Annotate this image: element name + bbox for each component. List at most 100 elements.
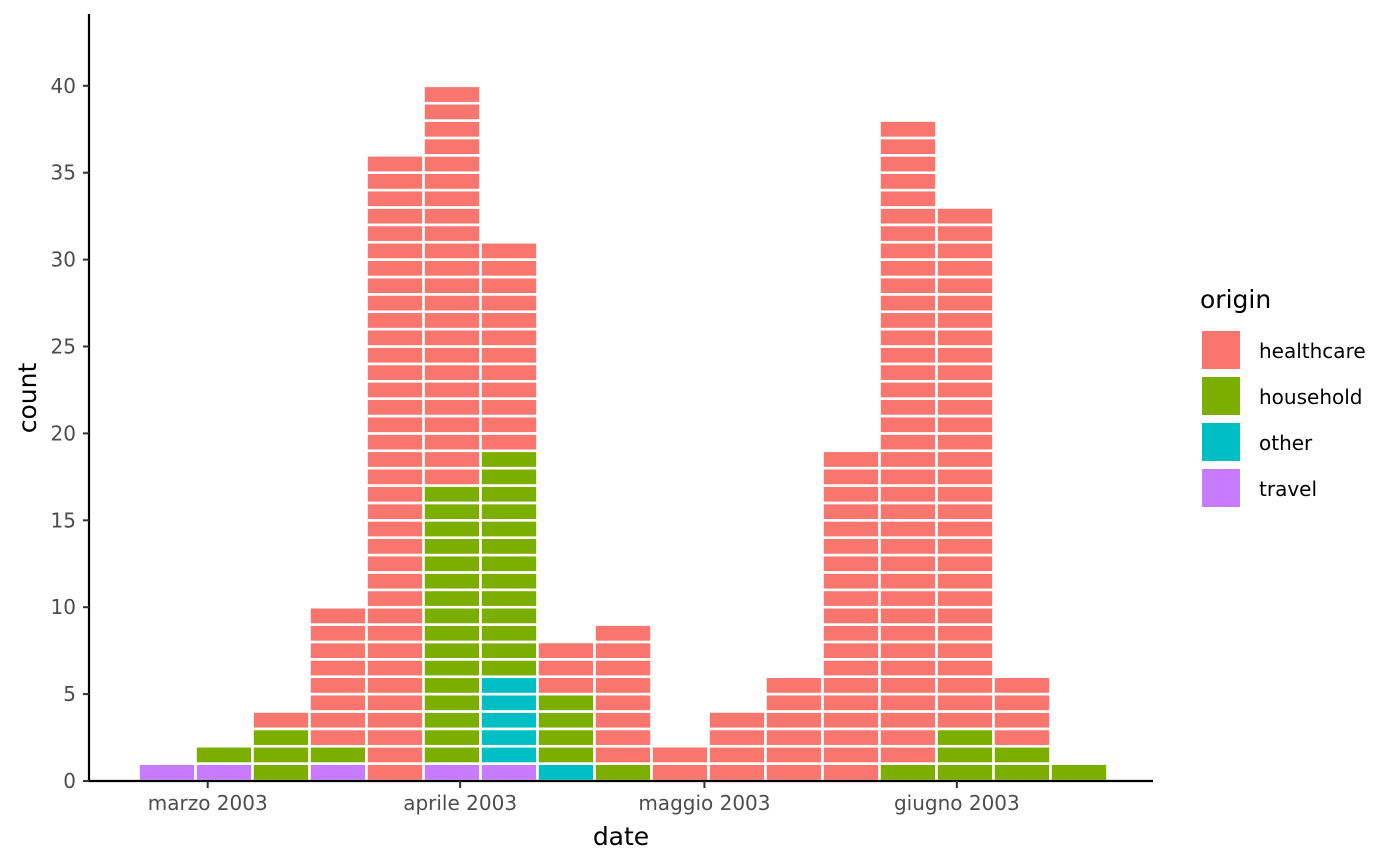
bar-block-healthcare xyxy=(422,362,482,383)
bar-block-healthcare xyxy=(821,710,881,731)
x-tick-label: maggio 2003 xyxy=(638,791,770,815)
bar-block-other xyxy=(479,710,539,731)
bar-block-healthcare xyxy=(479,414,539,435)
bar-block-healthcare xyxy=(935,379,995,400)
bar-block-household xyxy=(422,710,482,731)
bar-block-healthcare xyxy=(593,744,653,765)
bar-block-household xyxy=(536,710,596,731)
bar-block-healthcare xyxy=(422,223,482,244)
bar-block-healthcare xyxy=(764,727,824,748)
bar-block-healthcare xyxy=(878,154,938,175)
bar-block-healthcare xyxy=(878,188,938,209)
y-axis-title: count xyxy=(13,363,42,434)
bar-block-healthcare xyxy=(479,293,539,314)
bar-block-healthcare xyxy=(821,536,881,557)
bar-block-healthcare xyxy=(878,136,938,157)
bar-block-healthcare xyxy=(935,675,995,696)
bar-block-household xyxy=(422,605,482,626)
bar-block-healthcare xyxy=(365,640,425,661)
y-tick-label: 40 xyxy=(51,74,76,98)
bar-block-household xyxy=(479,518,539,539)
bar-block-household xyxy=(422,692,482,713)
bar-block-household xyxy=(479,536,539,557)
bar-block-healthcare xyxy=(593,710,653,731)
bar-block-healthcare xyxy=(422,119,482,140)
bar-block-healthcare xyxy=(935,466,995,487)
x-tick-label: giugno 2003 xyxy=(894,791,1020,815)
bar-block-healthcare xyxy=(308,692,368,713)
bar-block-healthcare xyxy=(878,171,938,192)
bar-block-healthcare xyxy=(935,275,995,296)
bar-block-healthcare xyxy=(878,484,938,505)
bar-block-healthcare xyxy=(251,710,311,731)
bar-block-healthcare xyxy=(707,727,767,748)
bar-block-other xyxy=(479,744,539,765)
bar-block-healthcare xyxy=(365,275,425,296)
bar-block-healthcare xyxy=(422,397,482,418)
bar-block-healthcare xyxy=(935,692,995,713)
bar-block-household xyxy=(422,553,482,574)
bar-block-healthcare xyxy=(764,710,824,731)
bar-block-healthcare xyxy=(479,327,539,348)
bar-block-healthcare xyxy=(365,362,425,383)
bar-block-healthcare xyxy=(935,623,995,644)
bar-block-healthcare xyxy=(992,727,1052,748)
bar-block-household xyxy=(935,727,995,748)
bar-block-healthcare xyxy=(764,675,824,696)
bar-block-household xyxy=(251,762,311,783)
bar-block-healthcare xyxy=(365,675,425,696)
bar-block-healthcare xyxy=(422,449,482,470)
bar-block-healthcare xyxy=(821,692,881,713)
bar-block-healthcare xyxy=(935,588,995,609)
bar-block-healthcare xyxy=(935,258,995,279)
bar-block-household xyxy=(422,675,482,696)
bar-block-household xyxy=(479,449,539,470)
bar-block-healthcare xyxy=(878,310,938,331)
y-tick-label: 5 xyxy=(63,682,76,706)
bar-block-household xyxy=(479,588,539,609)
bar-block-healthcare xyxy=(479,397,539,418)
bar-block-household xyxy=(479,658,539,679)
bar-block-healthcare xyxy=(821,484,881,505)
bar-block-healthcare xyxy=(365,623,425,644)
x-axis-title: date xyxy=(593,822,649,851)
bar-block-healthcare xyxy=(878,258,938,279)
bar-block-healthcare xyxy=(935,345,995,366)
bar-block-healthcare xyxy=(308,727,368,748)
bar-block-healthcare xyxy=(878,345,938,366)
bar-block-healthcare xyxy=(878,588,938,609)
bar-block-healthcare xyxy=(479,310,539,331)
bar-block-healthcare xyxy=(821,762,881,783)
bar-block-healthcare xyxy=(878,240,938,261)
bar-block-healthcare xyxy=(365,553,425,574)
bar-block-healthcare xyxy=(878,536,938,557)
bar-block-healthcare xyxy=(365,293,425,314)
bar-block-household xyxy=(308,744,368,765)
bar-block-household xyxy=(194,744,254,765)
bar-block-household xyxy=(992,762,1052,783)
bar-block-other xyxy=(479,727,539,748)
bar-block-healthcare xyxy=(821,744,881,765)
bar-block-healthcare xyxy=(935,710,995,731)
bar-block-healthcare xyxy=(365,327,425,348)
bar-block-healthcare xyxy=(935,327,995,348)
bar-block-healthcare xyxy=(479,362,539,383)
bar-block-healthcare xyxy=(422,258,482,279)
bar-block-healthcare xyxy=(365,154,425,175)
bar-block-healthcare xyxy=(365,710,425,731)
bar-block-healthcare xyxy=(365,206,425,227)
bar-block-travel xyxy=(194,762,254,783)
bar-block-healthcare xyxy=(878,710,938,731)
bar-block-healthcare xyxy=(365,658,425,679)
bar-block-healthcare xyxy=(365,762,425,783)
bar-block-healthcare xyxy=(593,640,653,661)
bar-block-healthcare xyxy=(422,345,482,366)
bar-block-household xyxy=(422,571,482,592)
bar-block-other xyxy=(479,692,539,713)
bar-block-healthcare xyxy=(821,675,881,696)
bar-block-healthcare xyxy=(365,310,425,331)
legend-swatch-household xyxy=(1202,377,1240,415)
bar-block-travel xyxy=(422,762,482,783)
bar-block-healthcare xyxy=(821,466,881,487)
